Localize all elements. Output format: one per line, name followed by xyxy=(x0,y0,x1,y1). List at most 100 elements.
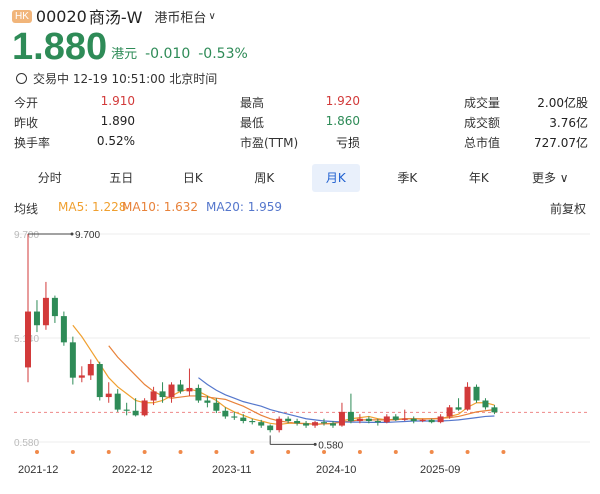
stat-value: 1.890 xyxy=(100,114,135,128)
ma10-value: MA10: 1.632 xyxy=(122,200,199,214)
max-label: 9.700 xyxy=(75,230,100,241)
candle-body xyxy=(267,425,274,431)
candle-body xyxy=(204,400,211,403)
candle-body xyxy=(455,407,462,410)
tab-2[interactable]: 日K xyxy=(182,171,203,185)
candle-body xyxy=(419,419,426,422)
stat-label: 今开 xyxy=(14,96,39,110)
event-dot xyxy=(286,450,291,454)
stat-label: 最高 xyxy=(240,96,265,110)
candle-body xyxy=(249,421,256,423)
candle-body xyxy=(401,418,408,420)
event-dot xyxy=(357,450,362,454)
candle-body xyxy=(240,417,247,422)
candle-body xyxy=(42,297,49,326)
candle-body xyxy=(213,402,220,411)
candle-body xyxy=(294,421,301,424)
stats-grid: 今开 1.910 最高 1.920 成交量 2.00亿股 昨收 1.890 最低 1.860 成交额… xyxy=(14,94,590,154)
ma20-line xyxy=(198,377,495,423)
candle-body xyxy=(410,418,417,422)
stat-value: 0.52% xyxy=(96,134,135,148)
candle-body xyxy=(186,387,193,392)
indicator-bar: 均线 MA5: 1.228 MA10: 1.632 MA20: 1.959 前复… xyxy=(14,200,590,218)
stat-value: 1.920 xyxy=(325,94,360,108)
candle-body xyxy=(464,386,471,410)
event-dot xyxy=(501,450,506,454)
adjust-mode[interactable]: 前复权 xyxy=(549,202,586,216)
clock-icon xyxy=(16,73,27,84)
y-tick-label: 0.580 xyxy=(14,438,39,449)
tab-0[interactable]: 分时 xyxy=(37,171,62,185)
candle-body xyxy=(303,423,310,426)
last-price: 1.880 xyxy=(12,26,108,68)
period-tabs: 分时 五日 日K 周K 月K 季K 年K 更多 ∨ xyxy=(14,164,586,194)
min-label: 0.580 xyxy=(318,440,343,451)
x-axis-label: 2022-12 xyxy=(112,464,152,476)
event-dot xyxy=(70,450,75,454)
tab-1[interactable]: 五日 xyxy=(109,171,134,185)
event-dot xyxy=(250,450,255,454)
market-switch[interactable]: 港币柜台 xyxy=(154,10,207,26)
x-axis-label: 2025-09 xyxy=(420,464,460,476)
min-marker-dot xyxy=(313,442,317,446)
stat-value: 1.860 xyxy=(325,114,360,128)
candle-body xyxy=(141,400,148,416)
candle-body xyxy=(312,422,319,426)
candlestick-chart[interactable]: 9.7005.1400.5809.7000.5802021-122022-122… xyxy=(0,220,600,494)
tab-6[interactable]: 年K xyxy=(468,171,489,185)
candle-body xyxy=(222,410,229,417)
candle-body xyxy=(329,423,336,426)
stock-code: 00020 xyxy=(35,6,87,26)
candle-body xyxy=(168,384,175,398)
stat-value: 1.910 xyxy=(100,94,135,108)
ma10-line xyxy=(108,345,495,425)
x-axis-label: 2024-10 xyxy=(316,464,356,476)
event-dot xyxy=(178,450,183,454)
candle-body xyxy=(132,410,139,416)
ma5-value: MA5: 1.228 xyxy=(58,200,127,214)
stats-row: 今开 1.910 最高 1.920 成交量 2.00亿股 xyxy=(14,94,590,114)
stock-name: 商汤-W xyxy=(88,8,143,27)
event-dot xyxy=(429,450,434,454)
candle-body xyxy=(150,391,157,401)
tab-7[interactable]: 更多 ∨ xyxy=(531,171,569,185)
event-dot xyxy=(35,450,39,454)
event-dot xyxy=(142,450,147,454)
candle-body xyxy=(446,407,453,417)
stat-label: 总市值 xyxy=(464,136,501,150)
event-dot xyxy=(393,450,398,454)
candle-body xyxy=(365,418,372,422)
candle-body xyxy=(51,297,58,317)
ma-label[interactable]: 均线 xyxy=(14,202,39,216)
candle-body xyxy=(105,393,112,398)
stat-value: 727.07亿 xyxy=(534,136,588,150)
stats-row: 换手率 0.52% 市盈(TTM) 亏损 总市值 727.07亿 xyxy=(14,134,590,154)
tab-4[interactable]: 月K xyxy=(311,164,360,192)
event-dot xyxy=(106,450,111,454)
stats-row: 昨收 1.890 最低 1.860 成交额 3.76亿 xyxy=(14,114,590,134)
candle-body xyxy=(258,422,265,426)
y-tick-label: 9.700 xyxy=(14,230,39,241)
x-axis-label: 2021-12 xyxy=(18,464,58,476)
candle-body xyxy=(392,416,399,420)
candle-body xyxy=(159,391,166,398)
candle-body xyxy=(78,375,85,378)
tab-5[interactable]: 季K xyxy=(397,171,418,185)
event-dot xyxy=(322,450,327,454)
currency-label: 港元 xyxy=(111,47,138,62)
candle-body xyxy=(383,416,390,423)
candle-body xyxy=(437,416,444,423)
candle-body xyxy=(25,311,31,368)
x-axis-label: 2023-11 xyxy=(212,464,252,476)
chevron-down-icon[interactable]: ∨ xyxy=(208,10,216,22)
tab-3[interactable]: 周K xyxy=(254,171,275,185)
trading-status: 交易中 12-19 10:51:00 北京时间 xyxy=(16,70,217,87)
stat-label: 最低 xyxy=(240,116,265,130)
candle-body xyxy=(321,422,328,424)
candle-body xyxy=(482,400,489,408)
stat-value: 2.00亿股 xyxy=(537,96,588,110)
price-row: 1.880 港元 -0.010 -0.53% xyxy=(12,28,248,66)
candle-body xyxy=(69,342,76,378)
stat-label: 市盈(TTM) xyxy=(240,136,299,150)
candle-body xyxy=(96,364,103,398)
